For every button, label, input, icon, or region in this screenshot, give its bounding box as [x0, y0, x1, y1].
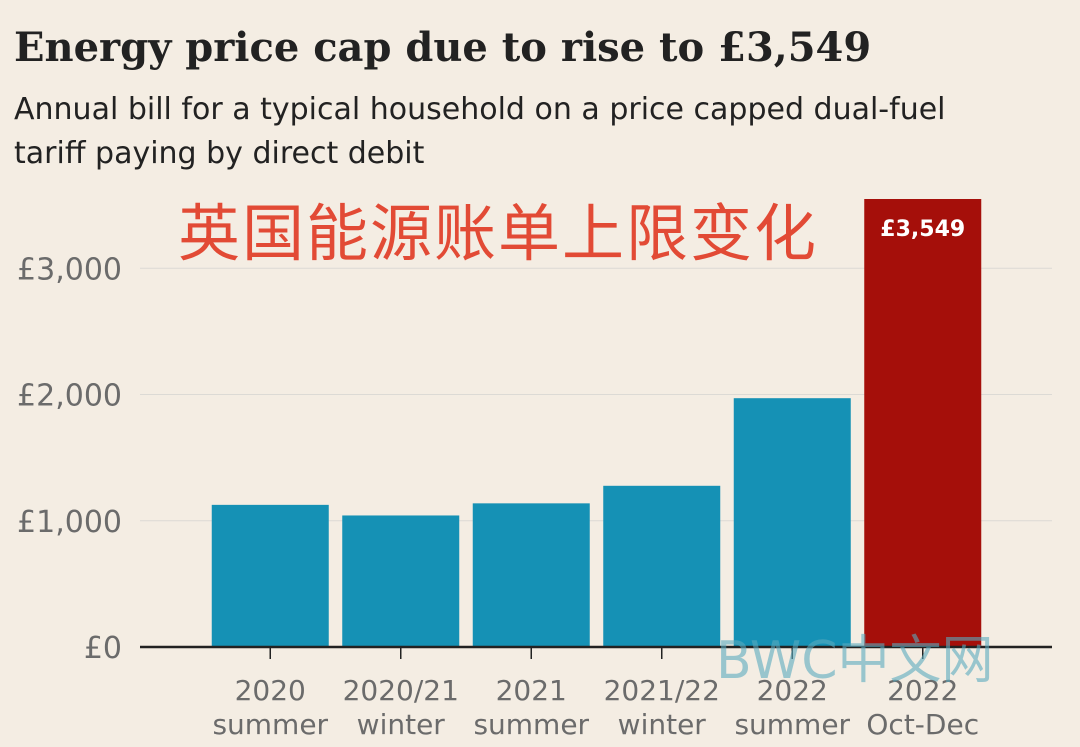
bar: [733, 398, 851, 647]
x-tick-label: 2021: [496, 674, 567, 707]
chart-title: Energy price cap due to rise to £3,549: [14, 24, 872, 71]
y-tick-label: £3,000: [17, 252, 122, 287]
x-tick-label: Oct-Dec: [866, 708, 979, 741]
x-tick-label: 2022: [887, 674, 958, 707]
bar: [342, 515, 460, 647]
watermark: BWC中文网: [716, 631, 994, 691]
y-tick-label: £1,000: [17, 505, 122, 540]
bar: [211, 504, 329, 647]
x-tick-label: winter: [357, 708, 446, 741]
y-tick-label: £0: [84, 631, 122, 666]
x-tick-label: summer: [473, 708, 589, 741]
x-tick-label: 2021/22: [604, 674, 720, 707]
bar: [864, 199, 982, 647]
data-label: £3,549: [880, 217, 965, 242]
y-tick-label: £2,000: [17, 379, 122, 414]
x-tick-label: 2022: [757, 674, 828, 707]
overlay-caption: 英国能源账单上限变化: [178, 197, 819, 270]
bar: [472, 503, 590, 647]
x-tick-label: winter: [618, 708, 707, 741]
x-tick-label: summer: [212, 708, 328, 741]
bar: [603, 485, 721, 647]
x-tick-label: summer: [734, 708, 850, 741]
x-tick-label: 2020/21: [343, 674, 459, 707]
x-tick-label: 2020: [235, 674, 306, 707]
chart-subtitle: Annual bill for a typical household on a…: [14, 92, 946, 171]
